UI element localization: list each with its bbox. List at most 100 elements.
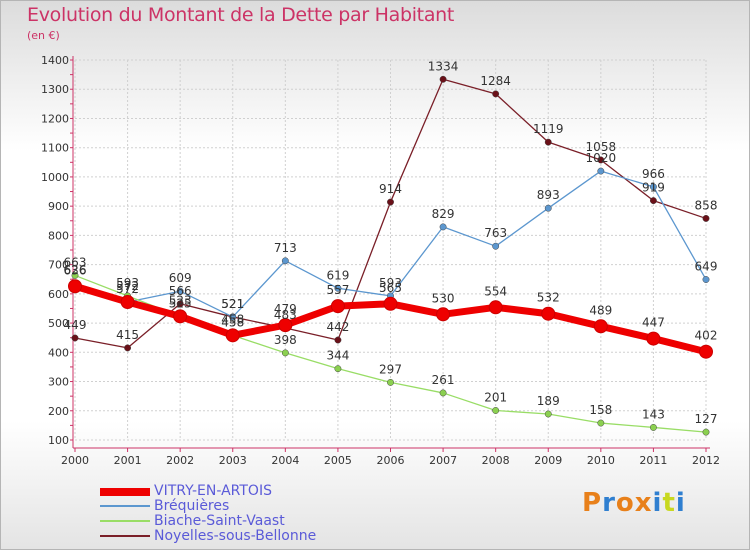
data-label: 158: [589, 403, 612, 417]
x-tick-label: 2010: [587, 454, 615, 467]
data-label: 893: [537, 188, 560, 202]
logo-letter: o: [615, 488, 635, 518]
legend-swatch-biache: [100, 520, 150, 522]
data-label: 530: [432, 291, 455, 305]
data-point: [334, 336, 342, 344]
data-point: [439, 75, 447, 83]
data-label: 479: [274, 302, 297, 316]
data-point: [68, 279, 82, 294]
data-point: [488, 300, 503, 315]
data-label: 458: [221, 312, 244, 326]
data-label: 557: [326, 283, 349, 297]
data-label: 415: [116, 328, 139, 342]
data-point: [597, 167, 605, 175]
data-point: [649, 423, 657, 431]
chart-subtitle: (en €): [27, 29, 60, 42]
logo-letter: x: [634, 488, 653, 518]
legend-item-biache: Biache-Saint-Vaast: [100, 514, 360, 529]
data-label: 609: [169, 271, 192, 285]
data-label: 1334: [428, 59, 459, 73]
data-label: 1020: [586, 151, 617, 165]
data-point: [387, 198, 394, 206]
data-label: 619: [326, 268, 349, 282]
legend-label-brequieres: Bréquières: [154, 498, 230, 514]
data-label: 449: [64, 318, 87, 332]
data-label: 525: [169, 296, 192, 310]
data-point: [702, 276, 710, 283]
data-label: 189: [537, 394, 560, 408]
data-label: 663: [64, 255, 87, 269]
data-label: 763: [484, 226, 507, 240]
data-label: 829: [432, 207, 455, 221]
data-label: 447: [642, 316, 665, 330]
logo-letter: r: [602, 488, 616, 518]
x-tick-label: 2009: [534, 454, 562, 467]
x-tick-label: 2011: [639, 454, 667, 467]
legend: VITRY-EN-ARTOIS Bréquières Biache-Saint-…: [100, 484, 360, 544]
x-tick-label: 2000: [61, 454, 89, 467]
data-label: 398: [274, 333, 297, 347]
x-tick-label: 2012: [692, 454, 720, 467]
legend-item-vitry: VITRY-EN-ARTOIS: [100, 484, 360, 499]
data-point: [225, 328, 240, 343]
data-point: [541, 306, 556, 321]
data-label: 858: [695, 198, 718, 212]
x-tick-label: 2004: [271, 454, 299, 467]
data-point: [229, 313, 237, 321]
y-tick-label: 1200: [41, 112, 69, 125]
data-point: [387, 378, 394, 386]
data-label: 572: [116, 279, 139, 293]
data-label: 532: [537, 291, 560, 305]
logo-letter: i: [675, 488, 686, 518]
y-tick-label: 500: [48, 317, 69, 330]
y-tick-label: 200: [48, 405, 69, 418]
data-point: [597, 156, 605, 164]
data-label: 297: [379, 362, 402, 376]
logo-letter: P: [582, 488, 603, 518]
data-label: 713: [274, 241, 297, 255]
x-tick-label: 2008: [482, 454, 510, 467]
data-point: [383, 296, 398, 311]
data-point: [649, 183, 657, 191]
legend-label-biache: Biache-Saint-Vaast: [154, 513, 285, 529]
data-label: 593: [379, 276, 402, 290]
data-point: [71, 334, 79, 342]
data-label: 649: [695, 260, 718, 274]
data-label: 1119: [533, 122, 564, 136]
data-point: [124, 344, 132, 352]
y-tick-label: 400: [48, 346, 69, 359]
logo-letter: t: [662, 488, 676, 518]
data-point: [702, 214, 710, 222]
data-label: 458: [221, 315, 244, 329]
data-label: 593: [116, 276, 139, 290]
data-point: [544, 138, 552, 146]
data-label: 914: [379, 182, 402, 196]
data-label: 636: [64, 263, 87, 277]
data-point: [173, 309, 188, 324]
data-point: [646, 331, 661, 346]
y-tick-label: 300: [48, 376, 69, 389]
data-point: [699, 344, 713, 359]
data-label: 626: [64, 263, 87, 277]
legend-swatch-brequieres: [100, 505, 150, 507]
y-tick-label: 100: [48, 434, 69, 447]
data-label: 521: [221, 297, 244, 311]
data-point: [120, 295, 135, 310]
x-tick-label: 2007: [429, 454, 457, 467]
data-point: [492, 90, 500, 98]
data-point: [334, 365, 342, 373]
x-tick-label: 2003: [219, 454, 247, 467]
data-label: 521: [221, 297, 244, 311]
data-point: [439, 389, 447, 397]
data-label: 966: [642, 167, 665, 181]
data-point: [330, 299, 345, 314]
y-tick-label: 800: [48, 229, 69, 242]
data-point: [593, 319, 608, 334]
data-label: 344: [326, 349, 349, 363]
data-point: [334, 284, 342, 292]
data-label: 201: [484, 390, 507, 404]
data-label: 554: [484, 284, 507, 298]
legend-swatch-vitry: [100, 488, 150, 496]
